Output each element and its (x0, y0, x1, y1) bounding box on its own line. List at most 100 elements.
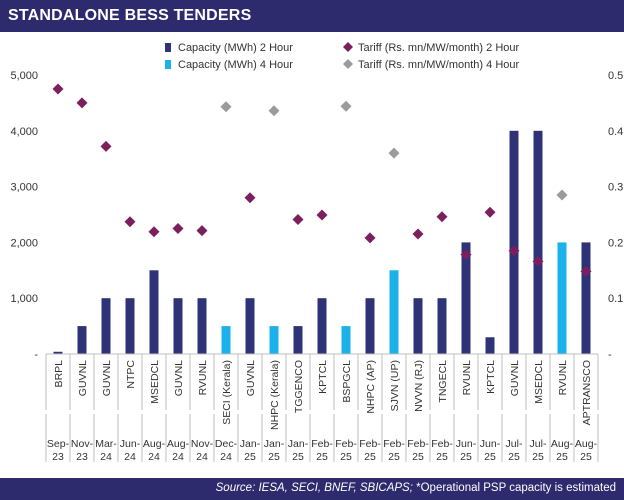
tariff-2h-marker (484, 206, 496, 218)
tariff-2h-marker (244, 192, 256, 204)
capacity-2h-bar (245, 298, 255, 354)
y-left-tick-label: - (34, 349, 38, 361)
category-label: SECI (Kerala) (221, 360, 233, 425)
date-label-month: Jul- (506, 438, 523, 450)
tariff-2h-marker (532, 255, 544, 267)
tariff-2h-marker (148, 226, 160, 238)
category-label: BRPL (53, 360, 65, 388)
tariff-4h-marker (556, 189, 568, 201)
legend-label-0: Capacity (MWh) 2 Hour (178, 42, 293, 54)
capacity-2h-bar (293, 326, 303, 354)
legend-label-2: Tariff (Rs. mn/MW/month) 2 Hour (358, 42, 519, 54)
tariff-2h-marker (196, 225, 208, 237)
date-label-year: 24 (148, 451, 160, 463)
tariff-2h-marker (508, 245, 520, 257)
date-label-month: Feb- (335, 438, 357, 450)
y-left-tick-label: 1,000 (10, 293, 38, 305)
category-label: RVUNL (461, 360, 473, 396)
date-label-month: Jan- (240, 438, 261, 450)
date-label-year: 25 (244, 451, 256, 463)
date-label-year: 24 (220, 451, 232, 463)
y-left-tick-label: 3,000 (10, 182, 38, 194)
date-label-month: Feb- (311, 438, 333, 450)
y-right-tick-label: 0.2 (608, 237, 623, 249)
date-label-year: 25 (556, 451, 568, 463)
legend-swatch-3 (343, 59, 353, 69)
date-label-year: 25 (508, 451, 520, 463)
category-label: GUVNL (245, 360, 257, 396)
date-label-month: Jul- (530, 438, 547, 450)
capacity-2h-bar (149, 270, 159, 354)
tariff-2h-marker (316, 209, 328, 221)
date-label-month: Mar- (95, 438, 117, 450)
category-label: GUVNL (77, 360, 89, 396)
source-note: Source: IESA, SECI, BNEF, SBICAPS; *Oper… (216, 482, 616, 494)
capacity-2h-bar (317, 298, 327, 354)
tariff-2h-marker (172, 222, 184, 234)
capacity-2h-bar (437, 298, 447, 354)
capacity-2h-bar (365, 298, 375, 354)
y-right-tick-label: 0.1 (608, 293, 623, 305)
psp-note: *Operational PSP capacity is estimated (416, 482, 616, 494)
date-label-year: 25 (388, 451, 400, 463)
footer-bar: Source: IESA, SECI, BNEF, SBICAPS; *Oper… (0, 478, 624, 500)
tariff-2h-marker (124, 216, 136, 228)
tariff-2h-marker (292, 214, 304, 226)
capacity-2h-bar (101, 298, 111, 354)
capacity-2h-bar (413, 298, 423, 354)
date-label-year: 25 (316, 451, 328, 463)
date-label-month: Nov- (71, 438, 94, 450)
tariff-2h-marker (460, 249, 472, 261)
date-label-year: 25 (364, 451, 376, 463)
category-label: SJVN (UP) (389, 360, 401, 411)
capacity-2h-bar (77, 326, 87, 354)
legend-label-3: Tariff (Rs. mn/MW/month) 4 Hour (358, 59, 519, 71)
category-label: TNGECL (437, 360, 449, 403)
date-label-year: 24 (196, 451, 208, 463)
category-label: GUVNL (173, 360, 185, 396)
legend-swatch-2 (343, 42, 353, 52)
y-right-tick-label: 0.3 (608, 182, 623, 194)
y-left-tick-label: 5,000 (10, 70, 38, 82)
date-label-year: 25 (484, 451, 496, 463)
capacity-2h-bar (581, 242, 591, 354)
category-label: BSPGCL (341, 360, 353, 403)
date-label-year: 24 (100, 451, 112, 463)
legend-swatch-0 (165, 43, 171, 52)
tariff-4h-marker (388, 147, 400, 159)
date-label-month: Jan- (288, 438, 309, 450)
capacity-4h-bar (389, 270, 399, 354)
capacity-2h-bar (533, 130, 543, 354)
y-right-tick-label: - (608, 349, 612, 361)
tariff-2h-marker (412, 228, 424, 240)
tariff-2h-marker (100, 140, 112, 152)
date-label-month: Feb- (383, 438, 405, 450)
date-label-year: 24 (172, 451, 184, 463)
category-label: TGGENCO (293, 360, 305, 413)
date-label-year: 25 (292, 451, 304, 463)
date-label-year: 25 (532, 451, 544, 463)
y-left-tick-label: 2,000 (10, 237, 38, 249)
date-label-year: 25 (460, 451, 472, 463)
tariff-2h-marker (52, 83, 64, 95)
date-label-month: Jun- (480, 438, 501, 450)
y-right-tick-label: 0.5 (608, 70, 623, 82)
y-right-tick-label: 0.4 (608, 126, 623, 138)
chart: Capacity (MWh) 2 Hour Capacity (MWh) 4 Ho… (10, 42, 623, 463)
legend-swatch-1 (165, 60, 171, 69)
tariff-4h-marker (268, 105, 280, 117)
tariff-4h-marker (340, 100, 352, 112)
tariff-2h-marker (580, 265, 592, 277)
date-label-month: Feb- (431, 438, 453, 450)
capacity-2h-bar (461, 242, 471, 354)
date-label-year: 25 (340, 451, 352, 463)
category-label: MSEDCL (533, 360, 545, 404)
capacity-2h-bar (53, 351, 63, 354)
category-label: NTPC (125, 360, 137, 389)
date-label-month: Aug- (167, 438, 190, 450)
date-label-month: Dec- (215, 438, 238, 450)
category-label: NHPC (Kerala) (269, 360, 281, 430)
legend-label-1: Capacity (MWh) 4 Hour (178, 59, 293, 71)
date-label-month: Aug- (143, 438, 166, 450)
capacity-2h-bar (509, 130, 519, 354)
